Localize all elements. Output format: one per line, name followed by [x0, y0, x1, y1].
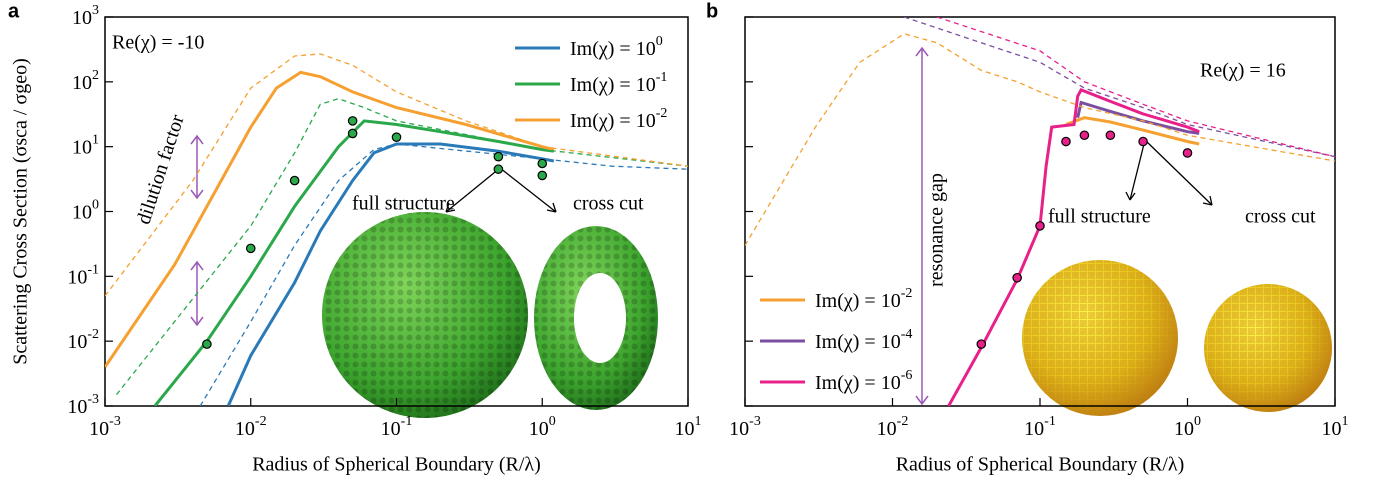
legend-label: Im(χ) = 10-6: [815, 368, 912, 393]
x-tick-label: 10-2: [877, 414, 909, 439]
lines: [105, 53, 688, 406]
point: [347, 116, 358, 126]
line: [153, 119, 555, 406]
y-tick-label: 103: [72, 3, 99, 28]
dashed-line: [105, 53, 688, 297]
x-tick-label: 10-1: [381, 414, 413, 439]
x-axis-label: Radius of Spherical Boundary (R/λ): [896, 454, 1185, 476]
annotation: cross cut: [573, 193, 644, 215]
legend-label: Im(χ) = 10-2: [570, 106, 667, 131]
panel: 10-3 10-2 10-1 100 101 Radius of Spherical Bo…: [706, 0, 1349, 475]
line: [226, 142, 555, 406]
x-tick-label: 101: [675, 414, 702, 439]
x-tick-label: 10-2: [235, 414, 267, 439]
x-tick-label: 100: [529, 414, 556, 439]
point: [245, 243, 256, 254]
point: [976, 339, 987, 349]
point: [1182, 148, 1193, 158]
point: [347, 128, 358, 139]
point: [493, 164, 504, 174]
y-tick-label: 101: [72, 133, 99, 158]
y-tick-label: 10-1: [67, 263, 99, 288]
legend-label: Im(χ) = 10-2: [815, 286, 912, 311]
point: [1105, 130, 1116, 141]
x-tick-label: 100: [1174, 414, 1201, 439]
point: [1079, 130, 1090, 141]
point: [391, 132, 402, 142]
y-axis-label: Scattering Cross Section (σsca / σgeo): [10, 58, 32, 365]
dashed-line: [115, 98, 688, 396]
y-tick-label: 10-3: [67, 392, 99, 417]
point: [289, 175, 300, 186]
line: [105, 70, 555, 368]
y-tick-label: 100: [72, 198, 99, 223]
annotation: dilution factor: [133, 112, 189, 227]
point: [1012, 272, 1022, 283]
point: [1035, 221, 1045, 231]
point: [202, 339, 212, 349]
point: [1138, 136, 1148, 147]
y-tick-label: 10-2: [67, 327, 99, 352]
point: [493, 151, 504, 162]
pointer-arrows: [445, 139, 1213, 213]
x-tick-label: 10-3: [729, 414, 761, 439]
y-tick-label: 102: [72, 68, 99, 93]
structure-render: [322, 212, 1332, 418]
line: [1065, 116, 1200, 146]
panel-label: b: [706, 0, 718, 22]
x-tick-label: 10-3: [89, 414, 121, 439]
dashed-line: [199, 143, 688, 406]
x-axis-label: Radius of Spherical Boundary (R/λ): [252, 454, 541, 476]
dashed-line: [936, 17, 1335, 158]
point: [1061, 136, 1071, 147]
annotation: full structure: [1048, 206, 1151, 228]
point: [537, 170, 548, 181]
annotation: resonance gap: [926, 173, 948, 287]
range-arrows: [190, 46, 929, 406]
panel-label: a: [8, 0, 20, 22]
legend-label: Im(χ) = 10-4: [815, 327, 912, 352]
dashed-line: [745, 33, 1335, 246]
legend-label: Im(χ) = 100: [570, 34, 663, 59]
legend-label: Im(χ) = 10-1: [570, 70, 667, 95]
x-tick-label: 101: [1322, 414, 1349, 439]
point: [537, 158, 548, 169]
annotation: cross cut: [1245, 206, 1316, 228]
dashed-line: [903, 17, 1335, 158]
annotation: Re(χ) = -10: [112, 32, 204, 54]
line: [1076, 100, 1200, 135]
x-tick-label: 10-1: [1024, 414, 1056, 439]
annotation: full structure: [352, 193, 455, 215]
annotation: Re(χ) = 16: [1200, 60, 1286, 82]
